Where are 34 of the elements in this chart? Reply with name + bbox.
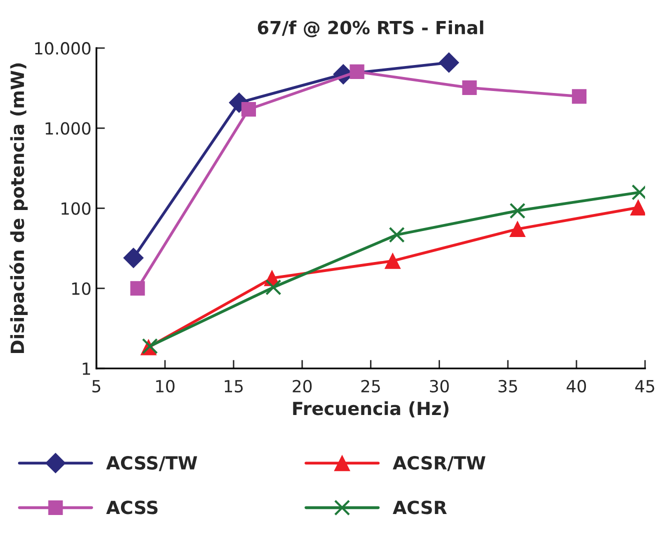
point xyxy=(438,52,460,73)
legend-label: ACSR xyxy=(392,500,447,514)
point xyxy=(123,248,144,268)
point xyxy=(388,226,405,243)
point xyxy=(265,279,282,296)
y-tick-label: 10 xyxy=(72,282,90,295)
point xyxy=(384,252,401,269)
x-axis-title: Frecuencia (Hz) xyxy=(293,401,448,418)
point xyxy=(510,221,526,238)
x-tick-label: 25 xyxy=(361,380,380,392)
x-tick-label: 15 xyxy=(224,380,243,392)
x-tick-label: 35 xyxy=(498,380,518,392)
legend-label: ACSS xyxy=(106,500,158,514)
point xyxy=(130,281,145,296)
chart-title: 67/f @ 20% RTS - Final xyxy=(258,20,484,38)
y-tick-label: 100 xyxy=(62,202,90,215)
point xyxy=(241,102,256,117)
legend-label: ACSS/TW xyxy=(106,456,198,472)
y-axis-title: Disipación de potencia (mW) xyxy=(9,63,28,353)
y-tick-label: 1.000 xyxy=(46,122,90,135)
y-tick-label: 10.000 xyxy=(35,42,90,55)
x-tick-label: 45 xyxy=(635,380,654,392)
point xyxy=(572,89,587,104)
point xyxy=(630,200,646,216)
point xyxy=(510,202,526,219)
x-tick-label: 30 xyxy=(430,380,449,392)
point xyxy=(462,80,477,95)
legend-label: ACSR/TW xyxy=(392,456,486,472)
x-tick-label: 5 xyxy=(92,380,100,392)
y-tick-label: 1 xyxy=(82,362,90,375)
x-tick-label: 10 xyxy=(156,380,174,392)
x-tick-label: 20 xyxy=(292,380,312,392)
point xyxy=(350,64,364,79)
x-tick-label: 40 xyxy=(566,380,586,392)
